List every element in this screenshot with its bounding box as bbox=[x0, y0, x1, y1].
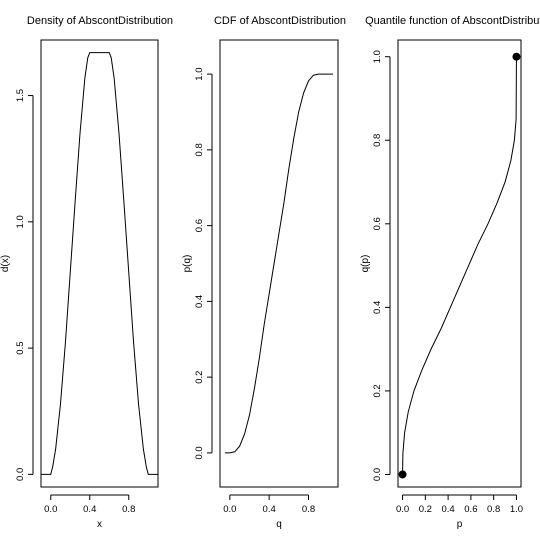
x-tick-label: 0.6 bbox=[464, 504, 477, 515]
x-axis-title: p bbox=[457, 519, 463, 530]
y-tick-label: 0.0 bbox=[194, 446, 205, 459]
y-tick-label: 0.8 bbox=[372, 134, 383, 147]
x-tick-label: 0.8 bbox=[487, 504, 500, 515]
x-tick-label: 0.8 bbox=[302, 504, 315, 515]
y-tick-label: 0.2 bbox=[372, 384, 383, 397]
x-tick-label: 0.0 bbox=[223, 504, 236, 515]
chart-title: CDF of AbscontDistribution bbox=[214, 15, 346, 27]
y-tick-label: 0.8 bbox=[194, 143, 205, 156]
y-tick-label: 1.0 bbox=[15, 215, 26, 228]
series-line bbox=[402, 56, 517, 475]
plot-frame bbox=[40, 39, 159, 488]
data-point bbox=[398, 470, 407, 479]
plot-frame bbox=[397, 39, 522, 488]
chart-panel-2: CDF of AbscontDistribution q p(q) 0.0 0.4 0.8… bbox=[182, 15, 346, 530]
x-tick-label: 0.0 bbox=[44, 504, 57, 515]
y-tick-label: 0.4 bbox=[194, 295, 205, 308]
y-axis-title: q(p) bbox=[360, 255, 371, 273]
y-tick-label: 0.6 bbox=[372, 217, 383, 230]
chart-panel-1: Density of AbscontDistribution x d(x) 0.0 0.… bbox=[0, 15, 173, 530]
y-tick-label: 1.0 bbox=[194, 67, 205, 80]
chart-title: Density of AbscontDistribution bbox=[27, 15, 173, 27]
chart-panel-3: Quantile function of AbscontDistributi p q… bbox=[360, 15, 540, 530]
y-tick-label: 0.0 bbox=[15, 468, 26, 481]
x-tick-label: 0.0 bbox=[396, 504, 409, 515]
y-tick-label: 0.5 bbox=[15, 341, 26, 354]
x-axis-title: x bbox=[97, 519, 102, 530]
x-tick-label: 0.4 bbox=[83, 504, 96, 515]
chart-title: Quantile function of AbscontDistributi bbox=[365, 15, 540, 27]
x-tick-label: 0.4 bbox=[263, 504, 276, 515]
x-tick-label: 0.4 bbox=[442, 504, 455, 515]
x-tick-label: 0.8 bbox=[122, 504, 135, 515]
y-tick-label: 1.0 bbox=[372, 50, 383, 63]
series-line bbox=[41, 52, 158, 475]
y-tick-label: 0.6 bbox=[194, 219, 205, 232]
data-point bbox=[512, 52, 521, 61]
y-tick-label: 0.4 bbox=[372, 301, 383, 314]
plot-frame bbox=[219, 39, 339, 488]
y-tick-label: 1.5 bbox=[15, 89, 26, 102]
y-axis-title: d(x) bbox=[0, 255, 11, 272]
x-axis-title: q bbox=[276, 519, 282, 530]
series-line bbox=[224, 73, 334, 454]
x-tick-label: 1.0 bbox=[510, 504, 523, 515]
y-axis-title: p(q) bbox=[182, 255, 193, 273]
y-tick-label: 0.2 bbox=[194, 371, 205, 384]
y-tick-label: 0.0 bbox=[372, 468, 383, 481]
x-tick-label: 0.2 bbox=[419, 504, 432, 515]
